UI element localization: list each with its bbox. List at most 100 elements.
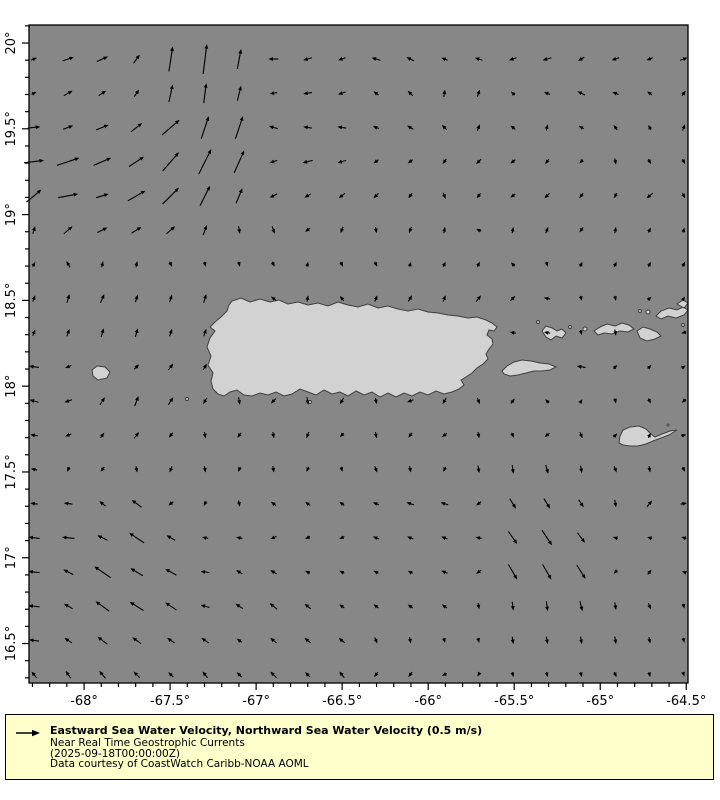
current-vector-arrowhead xyxy=(74,157,80,162)
current-vector-arrowhead xyxy=(100,397,105,403)
small-islet xyxy=(645,309,651,315)
current-vector-arrowhead xyxy=(408,193,413,199)
current-vector-arrowhead xyxy=(202,261,207,267)
current-vector-arrowhead xyxy=(168,432,174,438)
current-vector-arrowhead xyxy=(238,85,242,91)
current-vector-arrowhead xyxy=(578,56,583,61)
current-vector-arrowhead xyxy=(578,672,583,678)
current-vector-arrowhead xyxy=(338,91,343,95)
current-vector-arrowhead xyxy=(613,605,618,610)
current-vector-arrowhead xyxy=(511,503,516,509)
current-vector-arrowhead xyxy=(305,672,310,677)
current-vector-arrowhead xyxy=(373,399,378,405)
current-vector-arrowhead xyxy=(200,604,206,609)
current-vector-arrowhead xyxy=(134,261,139,266)
y-tick-label: 18.5° xyxy=(4,283,19,318)
current-vector-arrowhead xyxy=(647,500,653,506)
current-vector-map: -68° -67.5° -67° -66.5° -66° -65.5° -65° -64.5°… xyxy=(4,24,706,709)
current-vector-arrow xyxy=(202,46,208,75)
current-vector-arrowhead xyxy=(203,294,207,299)
current-vector-arrowhead xyxy=(140,190,146,195)
current-vector-arrowhead xyxy=(167,637,172,642)
current-vector-arrowhead xyxy=(32,226,36,232)
current-vector-arrowhead xyxy=(579,468,583,474)
current-vector-arrow xyxy=(198,151,211,175)
current-vector-arrowhead xyxy=(202,433,207,439)
current-vector-arrowhead xyxy=(237,432,242,438)
current-vector-arrowhead xyxy=(203,83,208,88)
current-vector-arrowhead xyxy=(135,396,139,401)
current-vector-arrowhead xyxy=(136,226,142,231)
current-vector-arrowhead xyxy=(613,502,618,508)
current-vector-arrowhead xyxy=(270,671,275,677)
current-vector-arrow xyxy=(168,86,173,103)
current-vector-arrowhead xyxy=(64,399,70,403)
current-vector-arrowhead xyxy=(476,501,481,506)
current-vector-arrow xyxy=(128,157,143,168)
current-vector-arrowhead xyxy=(100,432,105,438)
current-vector-arrowhead xyxy=(168,294,173,300)
current-vector-arrowhead xyxy=(236,638,242,643)
legend-timestamp: (2025-09-18T00:00:00Z) xyxy=(50,747,180,760)
current-vector-arrowhead xyxy=(103,193,109,198)
current-vector-arrowhead xyxy=(305,399,310,405)
current-vector-arrowhead xyxy=(30,467,36,472)
current-vector-arrowhead xyxy=(305,261,309,267)
axis-ticks xyxy=(22,25,687,690)
current-vector-arrowhead xyxy=(29,638,34,643)
current-vector-arrowhead xyxy=(407,90,413,96)
current-vector-arrowhead xyxy=(135,54,140,60)
st-thomas-island xyxy=(593,322,635,336)
current-vector-arrowhead xyxy=(543,330,549,335)
x-tick-label: -67° xyxy=(242,694,270,709)
current-vector-arrowhead xyxy=(545,639,549,645)
current-vector-arrowhead xyxy=(442,194,446,199)
current-vector-arrowhead xyxy=(510,639,515,645)
current-vector-arrowhead xyxy=(201,637,207,642)
current-vector-arrowhead xyxy=(30,433,36,438)
current-vector-arrowhead xyxy=(476,228,481,233)
x-tick-label: -66° xyxy=(414,694,442,709)
current-vector-arrowhead xyxy=(303,57,309,61)
current-vector-arrow xyxy=(23,160,42,164)
current-vector-arrowhead xyxy=(646,194,652,199)
small-islet xyxy=(568,325,572,329)
current-vector-arrowhead xyxy=(94,566,100,571)
current-vector-arrowhead xyxy=(647,432,651,438)
current-vector-arrowhead xyxy=(646,296,652,302)
current-vector-arrowhead xyxy=(270,501,276,506)
current-vector-arrowhead xyxy=(373,91,379,96)
current-vector-arrowhead xyxy=(168,501,174,506)
current-vector-arrowhead xyxy=(441,124,447,130)
current-vector-arrowhead xyxy=(338,637,344,643)
current-vector-arrowhead xyxy=(372,502,378,506)
current-vector-arrowhead xyxy=(647,261,651,267)
current-vector-arrowhead xyxy=(29,399,35,403)
small-islet xyxy=(666,423,670,427)
small-islet xyxy=(536,320,540,324)
current-vector-arrowhead xyxy=(647,604,651,610)
current-vector-arrowhead xyxy=(441,57,447,62)
current-vector-arrowhead xyxy=(579,433,583,439)
current-vector-arrowhead xyxy=(578,126,584,130)
current-vector-arrowhead xyxy=(270,535,276,540)
current-vector-arrowhead xyxy=(440,501,446,506)
current-vector-arrowhead xyxy=(31,91,37,96)
current-vector-arrowhead xyxy=(271,228,276,234)
current-vector-arrowhead xyxy=(168,328,173,334)
current-vector-arrowhead xyxy=(647,536,652,541)
current-vector-arrowhead xyxy=(476,433,481,439)
current-vector-arrowhead xyxy=(270,261,275,267)
current-vector-arrowhead xyxy=(97,636,103,641)
culebra-island xyxy=(541,325,567,341)
current-vector-arrowhead xyxy=(28,604,34,608)
current-vector-arrowhead xyxy=(100,261,105,266)
current-vector-arrowhead xyxy=(646,364,652,370)
current-vector-arrowhead xyxy=(373,604,379,609)
current-vector-arrowhead xyxy=(579,639,583,645)
current-vector-arrowhead xyxy=(581,574,586,579)
current-vector-arrowhead xyxy=(337,125,343,130)
current-vector-arrowhead xyxy=(373,638,378,644)
current-vector-arrowhead xyxy=(476,261,480,267)
current-vector-arrowhead xyxy=(305,227,310,232)
